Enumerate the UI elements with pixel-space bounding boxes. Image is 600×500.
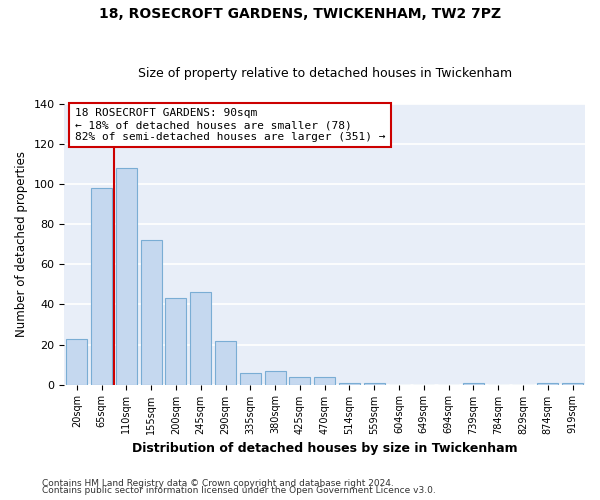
Bar xyxy=(66,338,88,384)
Title: Size of property relative to detached houses in Twickenham: Size of property relative to detached ho… xyxy=(137,66,512,80)
Text: 18 ROSECROFT GARDENS: 90sqm
← 18% of detached houses are smaller (78)
82% of sem: 18 ROSECROFT GARDENS: 90sqm ← 18% of det… xyxy=(75,108,385,142)
Bar xyxy=(166,298,187,384)
Y-axis label: Number of detached properties: Number of detached properties xyxy=(15,152,28,338)
Text: 18, ROSECROFT GARDENS, TWICKENHAM, TW2 7PZ: 18, ROSECROFT GARDENS, TWICKENHAM, TW2 7… xyxy=(99,8,501,22)
Bar xyxy=(140,240,162,384)
Bar xyxy=(265,370,286,384)
Text: Contains public sector information licensed under the Open Government Licence v3: Contains public sector information licen… xyxy=(42,486,436,495)
Bar xyxy=(562,382,583,384)
Bar xyxy=(463,382,484,384)
Bar xyxy=(537,382,559,384)
Bar xyxy=(240,372,261,384)
Bar xyxy=(190,292,211,384)
Bar xyxy=(215,340,236,384)
Bar xyxy=(289,376,310,384)
Bar xyxy=(314,376,335,384)
Bar xyxy=(116,168,137,384)
Bar xyxy=(339,382,360,384)
X-axis label: Distribution of detached houses by size in Twickenham: Distribution of detached houses by size … xyxy=(132,442,518,455)
Bar xyxy=(91,188,112,384)
Bar xyxy=(364,382,385,384)
Text: Contains HM Land Registry data © Crown copyright and database right 2024.: Contains HM Land Registry data © Crown c… xyxy=(42,478,394,488)
